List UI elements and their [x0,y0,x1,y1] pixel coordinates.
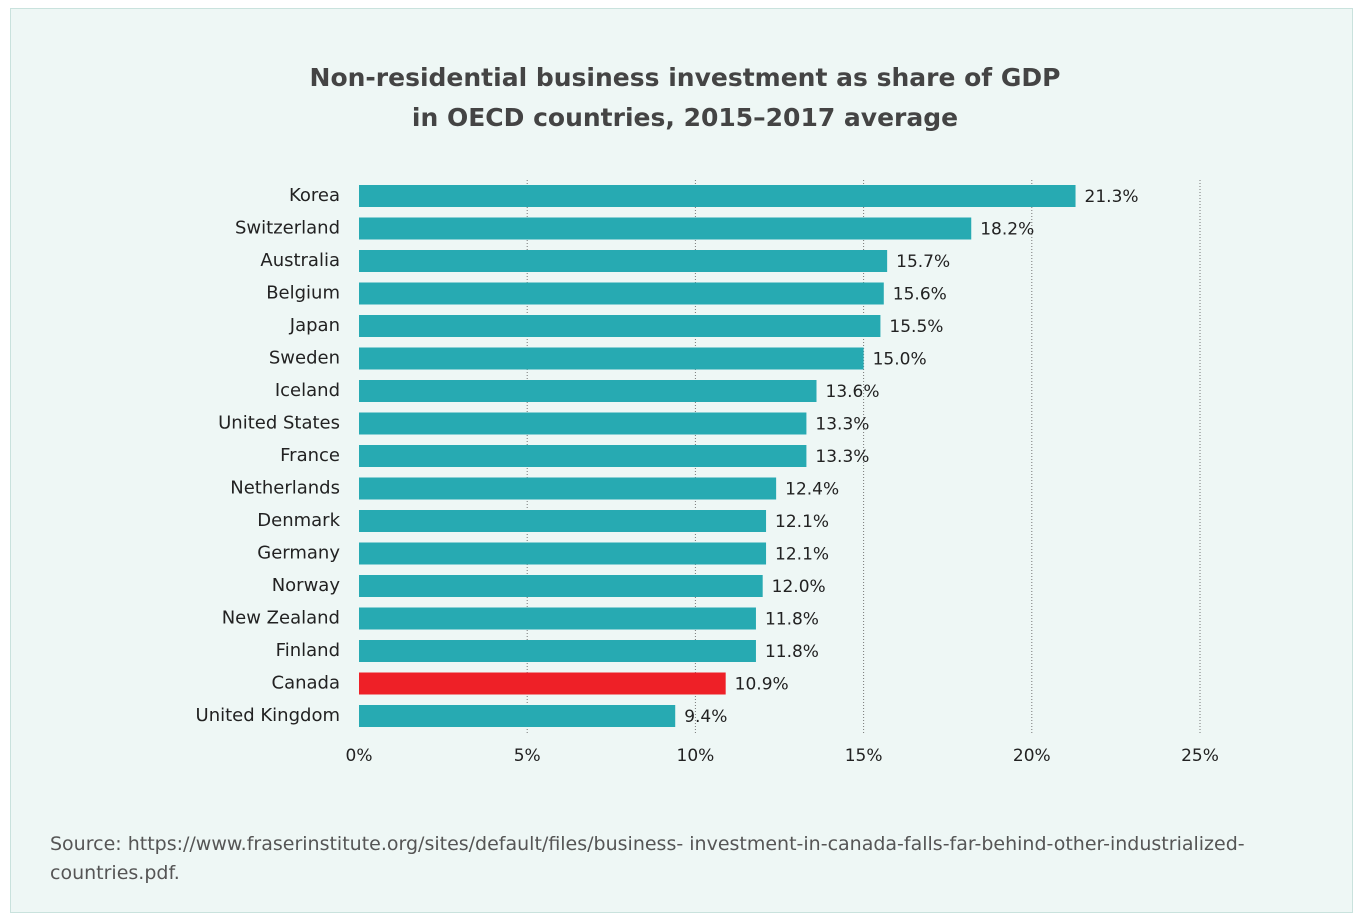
value-label: 12.0% [772,577,826,597]
category-label: Finland [276,640,340,661]
bar [359,510,767,532]
bar [359,315,881,337]
value-label: 15.5% [889,317,943,337]
bar [359,250,888,272]
category-label: New Zealand [222,608,340,629]
bar [359,705,676,727]
x-tick-label: 5% [514,746,541,766]
bar [359,575,763,597]
bar [359,412,807,435]
bar [359,477,777,500]
category-label: France [280,445,340,466]
bar [359,445,807,467]
category-label: Iceland [275,380,340,401]
category-label: Australia [260,250,340,271]
category-label: Belgium [266,283,340,304]
bar [359,217,972,240]
category-label: United Kingdom [196,705,340,726]
bar [359,542,767,565]
value-label: 12.1% [775,545,829,565]
category-label: Sweden [269,348,340,369]
category-label: Norway [272,575,341,596]
value-label: 21.3% [1085,187,1139,207]
x-tick-label: 20% [1013,746,1051,766]
bar [359,282,884,305]
value-label: 18.2% [980,220,1034,240]
value-label: 13.3% [815,447,869,467]
value-label: 15.7% [896,252,950,272]
x-tick-label: 15% [845,746,883,766]
category-label: Germany [257,543,340,564]
x-tick-label: 25% [1181,746,1219,766]
value-label: 9.4% [684,707,727,727]
value-label: 10.9% [735,675,789,695]
x-tick-label: 0% [346,746,373,766]
category-label: Netherlands [230,478,340,499]
value-label: 11.8% [765,642,819,662]
source-note: Source: https://www.fraserinstitute.org/… [50,833,1245,884]
value-label: 13.6% [826,382,880,402]
category-label: Denmark [257,510,340,531]
value-label: 12.4% [785,480,839,500]
value-label: 12.1% [775,512,829,532]
value-label: 15.0% [873,350,927,370]
value-label: 13.3% [815,415,869,435]
bar [359,607,756,630]
value-label: 11.8% [765,610,819,630]
category-label: Japan [289,315,340,336]
bar [359,380,817,402]
category-label: Korea [289,185,340,206]
bar [359,347,864,370]
category-label: United States [218,413,340,434]
bar [359,672,726,695]
category-label: Switzerland [235,218,340,239]
x-tick-label: 10% [677,746,715,766]
value-label: 15.6% [893,285,947,305]
bar [359,640,756,662]
bar [359,185,1076,207]
category-label: Canada [272,673,341,694]
chart-title: Non-residential business investment as s… [309,63,1061,132]
